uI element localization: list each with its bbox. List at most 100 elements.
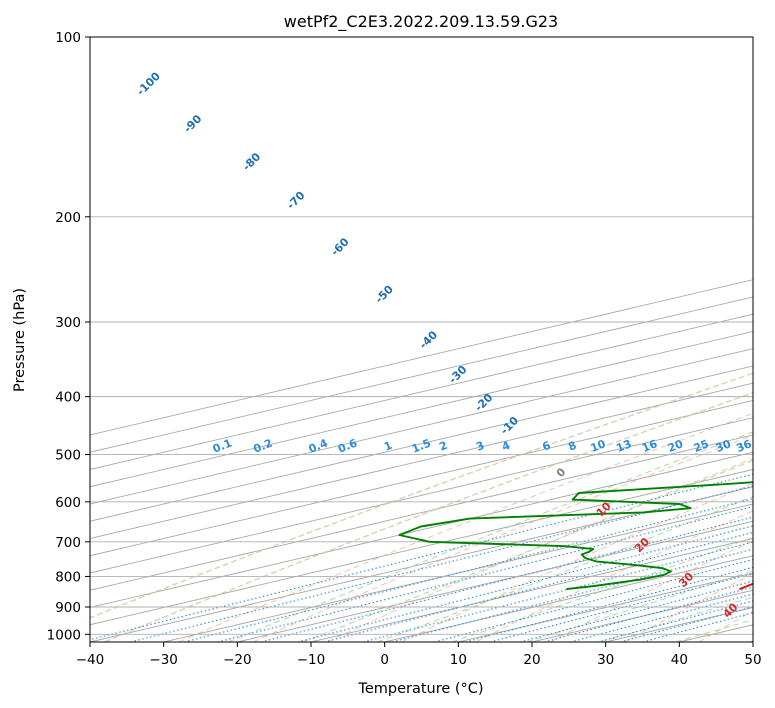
isotherm-line <box>90 451 753 608</box>
y-tick-label: 1000 <box>47 627 81 643</box>
mixing-ratio-line <box>217 506 753 642</box>
isotherm-line <box>90 400 753 557</box>
dry-adiabat-line <box>698 610 753 642</box>
isotherm-line <box>90 486 753 642</box>
chart-title: wetPf2_C2E3.2022.209.13.59.G23 <box>284 12 558 32</box>
x-axis-ticks: −40 −30 −20 −10 0 10 20 30 40 50 <box>76 642 762 668</box>
x-tick-label: −40 <box>76 652 105 668</box>
isotherm-label: -100 <box>134 69 163 98</box>
y-tick-label: 600 <box>55 495 81 511</box>
background-lines <box>90 279 753 642</box>
isotherm-line <box>90 434 753 591</box>
mixing-ratio-label: 0.6 <box>336 436 359 455</box>
moist-adiabat-line <box>601 596 753 642</box>
isotherm-label: -20 <box>472 391 495 414</box>
dry-adiabat-line <box>475 510 753 642</box>
x-tick-label: −10 <box>297 652 326 668</box>
isotherm-line <box>163 503 753 642</box>
x-tick-label: 20 <box>523 652 540 668</box>
mixing-ratio-label: 3 <box>474 439 486 454</box>
mixing-ratio-label: 6 <box>541 439 553 454</box>
isotherm-line <box>90 330 753 488</box>
y-tick-label: 300 <box>55 315 81 331</box>
isotherm-line <box>237 520 753 642</box>
moist-adiabat-line <box>526 570 753 642</box>
mixing-ratio-label: 1 <box>382 439 394 454</box>
isotherm-line <box>605 607 753 642</box>
x-tick-label: 10 <box>450 652 467 668</box>
isotherm-label: -40 <box>417 328 440 351</box>
mixing-ratio-label: 1.5 <box>410 436 433 455</box>
y-axis-ticks: 100 200 300 400 500 600 700 800 900 1000 <box>47 30 90 643</box>
mixing-ratio-line <box>465 566 753 642</box>
y-tick-label: 200 <box>55 210 81 226</box>
isotherm-line <box>458 572 753 642</box>
mixing-ratio-line <box>434 558 753 642</box>
y-tick-label: 100 <box>55 30 81 46</box>
dry-adiabat-line <box>104 392 753 642</box>
y-axis-label: Pressure (hPa) <box>12 288 28 392</box>
isotherm-label: -70 <box>284 189 307 212</box>
mixing-ratio-label: 16 <box>640 437 659 455</box>
isotherm-label: -60 <box>328 235 351 258</box>
isotherm-label: 0 <box>554 465 569 480</box>
isotherm-line <box>90 348 753 505</box>
y-tick-label: 800 <box>55 569 81 585</box>
moist-adiabat-line <box>302 459 753 642</box>
dry-adiabat-line <box>252 434 753 642</box>
isotherm-line <box>90 365 753 522</box>
x-tick-label: −20 <box>223 652 252 668</box>
moist-adiabat-line <box>228 431 753 642</box>
mixing-ratio-line <box>297 525 753 642</box>
mixing-ratio-label: 2 <box>437 439 449 454</box>
mixing-ratio-line <box>392 548 753 642</box>
mixing-ratio-label: 10 <box>589 437 608 455</box>
mixing-ratio-line <box>184 498 753 642</box>
isotherm-line <box>90 417 753 574</box>
x-tick-label: 40 <box>671 652 688 668</box>
line-labels: -100-90-80-70-60-50-40-30-20-10010203040… <box>134 69 753 620</box>
mixing-ratio-label: 25 <box>692 437 711 455</box>
isotherm-line <box>531 589 753 642</box>
isotherm-line <box>90 382 753 539</box>
mixing-ratio-label: 20 <box>666 437 685 455</box>
mixing-ratio-label: 0.1 <box>211 436 234 455</box>
mixing-ratio-line <box>260 516 753 642</box>
moist-adiabat-line <box>451 536 753 642</box>
isotherm-label: -10 <box>498 414 521 437</box>
mixing-ratio-label: 13 <box>614 437 633 455</box>
mixing-ratio-line <box>130 485 753 642</box>
dry-adiabat-line <box>550 540 753 642</box>
y-tick-label: 500 <box>55 448 81 464</box>
isotherm-label: -90 <box>181 112 204 135</box>
mixing-ratio-label: 36 <box>734 437 753 455</box>
isotherm-label: -80 <box>240 150 263 173</box>
dry-adiabat-line <box>90 372 753 619</box>
isotherm-line <box>90 469 753 626</box>
isotherm-line <box>90 296 753 453</box>
x-axis-label: Temperature (°C) <box>357 681 483 697</box>
sounding-lines <box>398 481 753 591</box>
mixing-ratio-label: 30 <box>714 437 733 455</box>
y-tick-label: 700 <box>55 535 81 551</box>
mixing-ratio-label: 4 <box>500 439 512 454</box>
x-tick-label: 50 <box>744 652 761 668</box>
dry-adiabat-line <box>327 458 753 642</box>
mixing-ratio-label: 0.4 <box>307 436 330 455</box>
dewpoint-line <box>398 481 753 591</box>
isotherm-label: -50 <box>373 282 396 305</box>
isotherm-line <box>310 538 753 642</box>
isotherm-line <box>752 641 753 642</box>
mixing-ratio-label: 0.2 <box>251 436 274 455</box>
isotherm-line <box>90 279 753 436</box>
x-tick-label: 0 <box>380 652 389 668</box>
dry-adiabat-line <box>178 412 753 642</box>
mixing-ratio-line <box>90 473 753 641</box>
isotherm-line <box>679 624 753 642</box>
dry-adiabat-label: 40 <box>721 600 741 620</box>
plot-frame <box>89 36 754 643</box>
mixing-ratio-label: 8 <box>566 439 578 454</box>
mixing-ratio-line <box>489 572 753 642</box>
x-tick-label: 30 <box>597 652 614 668</box>
